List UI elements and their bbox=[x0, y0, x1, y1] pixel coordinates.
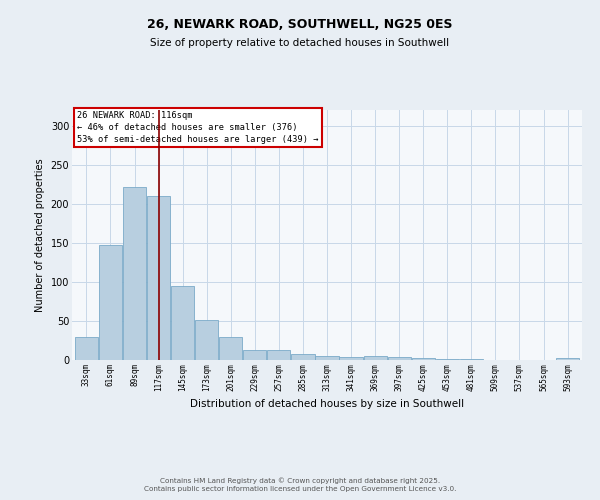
Bar bbox=[292, 354, 314, 360]
Bar bbox=[388, 357, 411, 360]
Bar bbox=[99, 245, 122, 360]
Text: 26 NEWARK ROAD: 116sqm
← 46% of detached houses are smaller (376)
53% of semi-de: 26 NEWARK ROAD: 116sqm ← 46% of detached… bbox=[77, 112, 319, 144]
Bar bbox=[243, 350, 266, 360]
Bar bbox=[219, 336, 242, 360]
Bar bbox=[123, 186, 146, 360]
Bar bbox=[556, 358, 579, 360]
Bar bbox=[340, 357, 362, 360]
Y-axis label: Number of detached properties: Number of detached properties bbox=[35, 158, 45, 312]
Bar bbox=[267, 350, 290, 360]
Bar bbox=[412, 358, 435, 360]
Bar bbox=[75, 336, 98, 360]
Bar bbox=[364, 356, 387, 360]
Bar bbox=[460, 359, 483, 360]
Text: 26, NEWARK ROAD, SOUTHWELL, NG25 0ES: 26, NEWARK ROAD, SOUTHWELL, NG25 0ES bbox=[147, 18, 453, 30]
Bar bbox=[436, 359, 459, 360]
Bar bbox=[147, 196, 170, 360]
Bar bbox=[171, 286, 194, 360]
Bar bbox=[195, 320, 218, 360]
Bar bbox=[316, 356, 338, 360]
Text: Contains HM Land Registry data © Crown copyright and database right 2025.
Contai: Contains HM Land Registry data © Crown c… bbox=[144, 478, 456, 492]
X-axis label: Distribution of detached houses by size in Southwell: Distribution of detached houses by size … bbox=[190, 399, 464, 409]
Text: Size of property relative to detached houses in Southwell: Size of property relative to detached ho… bbox=[151, 38, 449, 48]
